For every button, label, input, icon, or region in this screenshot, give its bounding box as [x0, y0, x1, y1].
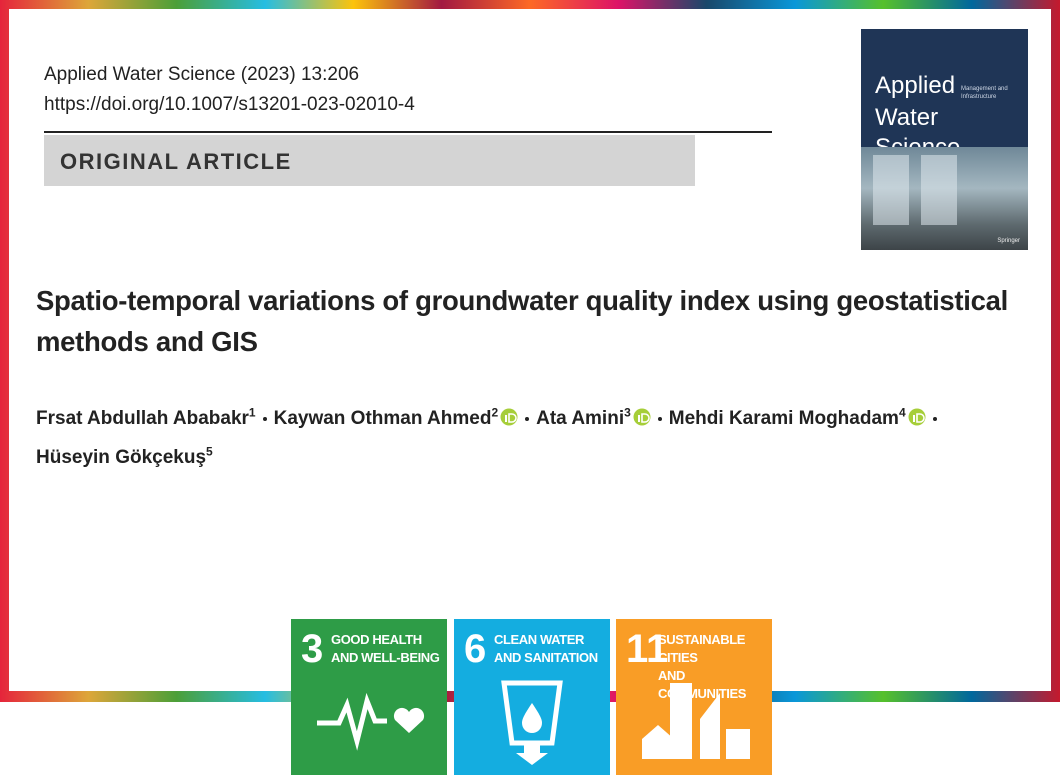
- separator: [932, 417, 937, 422]
- citation-block: Applied Water Science (2023) 13:206 http…: [44, 60, 415, 120]
- cover-image: [861, 147, 1028, 250]
- sdg-tile: 6 CLEAN WATER AND SANITATION: [454, 619, 610, 775]
- sdg-label-line: AND WELL-BEING: [331, 650, 440, 665]
- sdg-label-line: CLEAN WATER: [494, 632, 584, 647]
- article-title: Spatio-temporal variations of groundwate…: [36, 285, 1008, 357]
- separator: [657, 417, 662, 422]
- orcid-icon: [633, 406, 651, 436]
- affiliation: 1: [248, 406, 256, 420]
- sdg-tile: 11 SUSTAINABLE CITIES AND COMMUNITIES: [616, 619, 772, 775]
- orcid: [633, 408, 651, 426]
- glass: [873, 155, 909, 225]
- orcid-icon: [908, 406, 926, 436]
- glass: [921, 155, 957, 225]
- section-label: ORIGINAL ARTICLE: [60, 149, 292, 174]
- author-name: Ata Amini: [536, 408, 625, 430]
- sdg-number: 6: [464, 627, 487, 671]
- sdg-label-line: AND COMMUNITIES: [658, 668, 747, 701]
- orcid-icon: [500, 406, 518, 436]
- author-name: Mehdi Karami Moghadam: [668, 408, 899, 430]
- affiliation: 5: [206, 444, 213, 459]
- author: Kaywan Othman Ahmed2: [273, 406, 519, 430]
- citation: Applied Water Science (2023) 13:206: [44, 64, 360, 85]
- separator: [262, 417, 267, 422]
- author: Frsat Abdullah Ababakr1: [36, 406, 256, 430]
- affiliation: 3: [624, 406, 631, 420]
- sdg-pictogram: [642, 683, 750, 759]
- sdg-pictogram: [501, 680, 563, 765]
- sdg-label: GOOD HEALTH AND WELL-BEING: [331, 631, 440, 667]
- sdg-tile: 3 GOOD HEALTH AND WELL-BEING: [291, 619, 447, 775]
- section-box: ORIGINAL ARTICLE: [44, 135, 695, 186]
- sdg-label-line: AND SANITATION: [494, 650, 598, 665]
- sdg-label-line: SUSTAINABLE CITIES: [658, 632, 746, 665]
- author: Hüseyin Gökçekuş5: [36, 444, 213, 468]
- sdg-number: 11: [626, 627, 669, 671]
- cover-publisher: Springer: [997, 238, 1020, 244]
- author-list: Frsat Abdullah Ababakr1 Kaywan Othman Ahm…: [36, 398, 1046, 473]
- journal-cover: Applied Water Science Management and Inf…: [861, 29, 1028, 250]
- doi: https://doi.org/10.1007/s13201-023-02010…: [44, 94, 415, 115]
- affiliation: 4: [898, 406, 906, 420]
- sdg-label: CLEAN WATER AND SANITATION: [494, 631, 598, 667]
- author-name: Hüseyin Gökçekuş: [36, 446, 207, 468]
- cover-subtitle: Management and Infrastructure: [961, 86, 1008, 100]
- rule: [44, 131, 772, 133]
- sdg-label: SUSTAINABLE CITIES AND COMMUNITIES: [658, 631, 772, 703]
- author: Ata Amini3: [536, 406, 651, 430]
- orcid: [908, 408, 926, 426]
- cover-title: Applied: [875, 72, 956, 99]
- glasses: [873, 155, 957, 225]
- orcid: [500, 408, 518, 426]
- author-name: Frsat Abdullah Ababakr: [36, 408, 249, 430]
- sdg-number: 3: [301, 627, 324, 671]
- author-name: Kaywan Othman Ahmed: [273, 408, 492, 430]
- author: Mehdi Karami Moghadam4: [668, 406, 926, 430]
- sdg-pictogram: [317, 692, 425, 751]
- sdg-label-line: GOOD HEALTH: [331, 632, 422, 647]
- affiliation: 2: [491, 406, 499, 420]
- separator: [525, 417, 530, 422]
